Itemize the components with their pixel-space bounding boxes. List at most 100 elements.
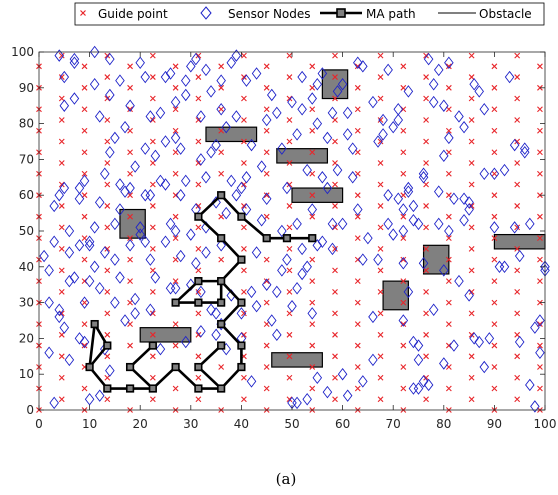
guide-point: [241, 374, 247, 381]
sensor-node: [408, 214, 419, 227]
sensor-node: [201, 63, 211, 77]
y-tick-label: 40: [19, 260, 34, 274]
guide-point: [537, 364, 543, 370]
ma-path-nodes: [85, 191, 317, 393]
legend-guide-label: Guide point: [98, 7, 168, 21]
sensor-node: [64, 224, 75, 238]
legend-path-label: MA path: [366, 7, 416, 21]
guide-point: [468, 160, 475, 166]
sensor-node: [530, 400, 540, 413]
sensor-node: [196, 153, 206, 166]
guide-point: [149, 224, 156, 231]
sensor-node: [246, 285, 257, 299]
guide-point: [104, 331, 111, 338]
sensor-node: [84, 274, 95, 288]
x-tick-label: 40: [234, 417, 249, 431]
sensor-node: [216, 239, 226, 252]
guide-point: [332, 74, 338, 80]
guide-point: [491, 170, 498, 177]
sensor-node: [383, 188, 393, 202]
guide-point: [241, 52, 247, 59]
obstacle-6: [139, 327, 192, 343]
guide-point: [423, 353, 429, 360]
guide-point: [172, 127, 179, 134]
guide-point: [241, 310, 247, 317]
legend-obstacle-label: Obstacle: [479, 7, 532, 21]
legend-sensor-label: Sensor Nodes: [228, 7, 311, 21]
guide-point: [149, 74, 156, 80]
guide-point: [400, 149, 407, 156]
sensor-node: [337, 77, 348, 91]
obstacle-7: [271, 352, 323, 368]
guide-point: [445, 149, 452, 156]
sensor-node: [216, 74, 226, 87]
sensor-node: [246, 375, 257, 388]
legend-box: [74, 2, 545, 26]
sensor-node: [408, 199, 419, 213]
y-tick-label: 100: [11, 45, 34, 59]
guide-point: [81, 321, 88, 327]
guide-point: [195, 95, 202, 102]
guide-point: [241, 160, 247, 166]
guide-point: [468, 224, 475, 231]
guide-point: [263, 299, 270, 306]
sensor-node: [74, 192, 85, 206]
guide-point: [400, 256, 407, 263]
sensor-node: [241, 74, 252, 87]
guide-point: [81, 170, 88, 177]
sensor-node: [196, 285, 206, 299]
ma-path-node: [237, 212, 246, 221]
guide-point: [537, 192, 543, 199]
guide-point: [514, 160, 521, 166]
ma-path-node: [125, 362, 135, 372]
y-tick-label: 70: [19, 152, 34, 166]
sensor-node: [74, 239, 85, 252]
ma-path-node: [125, 384, 135, 393]
guide-point: [309, 299, 316, 306]
sensor-node: [135, 221, 145, 234]
guide-point: [127, 235, 133, 242]
sensor-node: [94, 196, 105, 209]
sensor-node: [403, 85, 414, 98]
sensor-node: [120, 120, 130, 134]
guide-point: [514, 310, 521, 317]
guide-point: [423, 246, 429, 252]
sensor-node: [170, 95, 181, 109]
ma-path-node: [217, 191, 226, 200]
guide-point: [445, 106, 452, 113]
guide-point: [149, 267, 156, 274]
ma-path-node: [262, 234, 271, 243]
ma-path-node: [217, 341, 226, 350]
guide-point: [309, 170, 316, 177]
ma-path-node: [217, 384, 226, 393]
guide-point: [332, 246, 338, 252]
sensor-node: [160, 70, 171, 84]
sensor-node: [145, 303, 156, 317]
x-tick-label: 30: [183, 417, 198, 431]
sensor-node: [322, 385, 333, 399]
guide-point: [332, 224, 338, 231]
sensor-node: [433, 185, 444, 198]
sensor-node: [454, 110, 464, 123]
guide-point: [332, 203, 338, 209]
guide-point: [377, 396, 384, 403]
sensor-node: [479, 103, 490, 116]
guide-point: [58, 95, 65, 102]
sensor-node: [120, 185, 130, 198]
guide-point: [423, 396, 429, 403]
guide-point: [195, 52, 202, 59]
sensor-node: [89, 260, 100, 274]
guide-point: [263, 127, 270, 134]
sensor-node: [312, 371, 323, 385]
guide-point: [423, 138, 429, 145]
guide-point: [286, 203, 293, 209]
guide-point: [423, 203, 429, 209]
guide-point: [149, 160, 156, 166]
sensor-node: [105, 52, 115, 66]
guide-point: [491, 84, 498, 91]
sensor-node: [302, 260, 312, 274]
sensor-node: [140, 142, 151, 155]
sensor-node: [145, 188, 156, 202]
obstacle-2: [205, 126, 258, 143]
legend-item-ma-path: MA path: [320, 7, 416, 21]
